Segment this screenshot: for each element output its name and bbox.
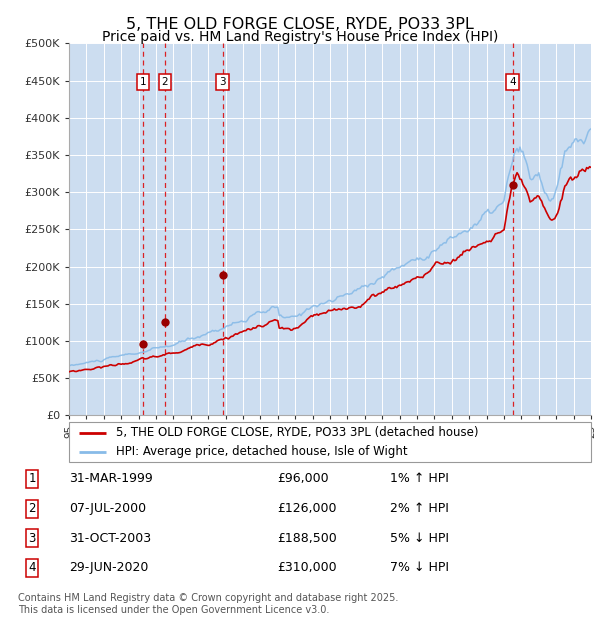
Text: HPI: Average price, detached house, Isle of Wight: HPI: Average price, detached house, Isle… — [116, 445, 407, 458]
Text: 5, THE OLD FORGE CLOSE, RYDE, PO33 3PL: 5, THE OLD FORGE CLOSE, RYDE, PO33 3PL — [126, 17, 474, 32]
Text: 7% ↓ HPI: 7% ↓ HPI — [390, 561, 449, 574]
Text: 2: 2 — [28, 502, 36, 515]
FancyBboxPatch shape — [69, 422, 591, 462]
Text: 31-OCT-2003: 31-OCT-2003 — [69, 532, 151, 545]
Text: £126,000: £126,000 — [277, 502, 337, 515]
Text: 4: 4 — [509, 77, 516, 87]
Text: 29-JUN-2020: 29-JUN-2020 — [69, 561, 148, 574]
Text: 07-JUL-2000: 07-JUL-2000 — [69, 502, 146, 515]
Text: 2% ↑ HPI: 2% ↑ HPI — [390, 502, 449, 515]
Text: 4: 4 — [28, 561, 36, 574]
Text: 5% ↓ HPI: 5% ↓ HPI — [390, 532, 449, 545]
Text: Price paid vs. HM Land Registry's House Price Index (HPI): Price paid vs. HM Land Registry's House … — [102, 30, 498, 44]
Text: £96,000: £96,000 — [277, 472, 329, 485]
Text: 3: 3 — [220, 77, 226, 87]
Text: 31-MAR-1999: 31-MAR-1999 — [69, 472, 152, 485]
Text: 1: 1 — [28, 472, 36, 485]
Text: 3: 3 — [28, 532, 36, 545]
Text: 5, THE OLD FORGE CLOSE, RYDE, PO33 3PL (detached house): 5, THE OLD FORGE CLOSE, RYDE, PO33 3PL (… — [116, 427, 478, 440]
Text: Contains HM Land Registry data © Crown copyright and database right 2025.
This d: Contains HM Land Registry data © Crown c… — [18, 593, 398, 615]
Text: £188,500: £188,500 — [277, 532, 337, 545]
Text: 2: 2 — [162, 77, 169, 87]
Text: 1: 1 — [140, 77, 146, 87]
Text: £310,000: £310,000 — [277, 561, 337, 574]
Text: 1% ↑ HPI: 1% ↑ HPI — [390, 472, 449, 485]
